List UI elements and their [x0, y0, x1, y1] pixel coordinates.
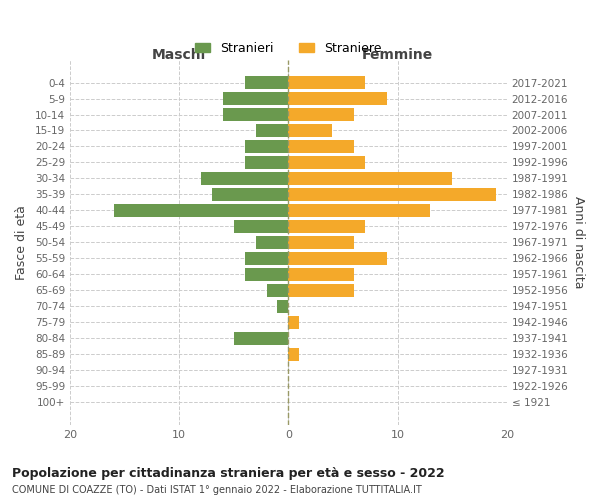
Bar [289, 156, 365, 169]
Legend: Stranieri, Straniere: Stranieri, Straniere [190, 36, 386, 60]
Bar [256, 236, 289, 248]
Bar [114, 204, 289, 217]
Bar [201, 172, 289, 185]
Bar [212, 188, 289, 201]
Bar [289, 348, 299, 360]
Bar [223, 92, 289, 105]
Bar [256, 124, 289, 137]
Bar [289, 220, 365, 233]
Bar [289, 204, 430, 217]
Bar [223, 108, 289, 121]
Y-axis label: Fasce di età: Fasce di età [15, 205, 28, 280]
Bar [289, 284, 354, 296]
Text: Femmine: Femmine [362, 48, 433, 62]
Bar [289, 188, 496, 201]
Bar [289, 92, 386, 105]
Bar [234, 220, 289, 233]
Text: COMUNE DI COAZZE (TO) - Dati ISTAT 1° gennaio 2022 - Elaborazione TUTTITALIA.IT: COMUNE DI COAZZE (TO) - Dati ISTAT 1° ge… [12, 485, 422, 495]
Bar [289, 316, 299, 328]
Bar [245, 140, 289, 153]
Bar [266, 284, 289, 296]
Y-axis label: Anni di nascita: Anni di nascita [572, 196, 585, 288]
Bar [245, 156, 289, 169]
Bar [289, 252, 386, 264]
Bar [245, 76, 289, 89]
Text: Popolazione per cittadinanza straniera per età e sesso - 2022: Popolazione per cittadinanza straniera p… [12, 468, 445, 480]
Bar [234, 332, 289, 344]
Bar [289, 124, 332, 137]
Bar [245, 268, 289, 280]
Bar [289, 76, 365, 89]
Bar [289, 172, 452, 185]
Bar [289, 236, 354, 248]
Bar [289, 140, 354, 153]
Bar [277, 300, 289, 312]
Bar [289, 268, 354, 280]
Text: Maschi: Maschi [152, 48, 206, 62]
Bar [289, 108, 354, 121]
Bar [245, 252, 289, 264]
